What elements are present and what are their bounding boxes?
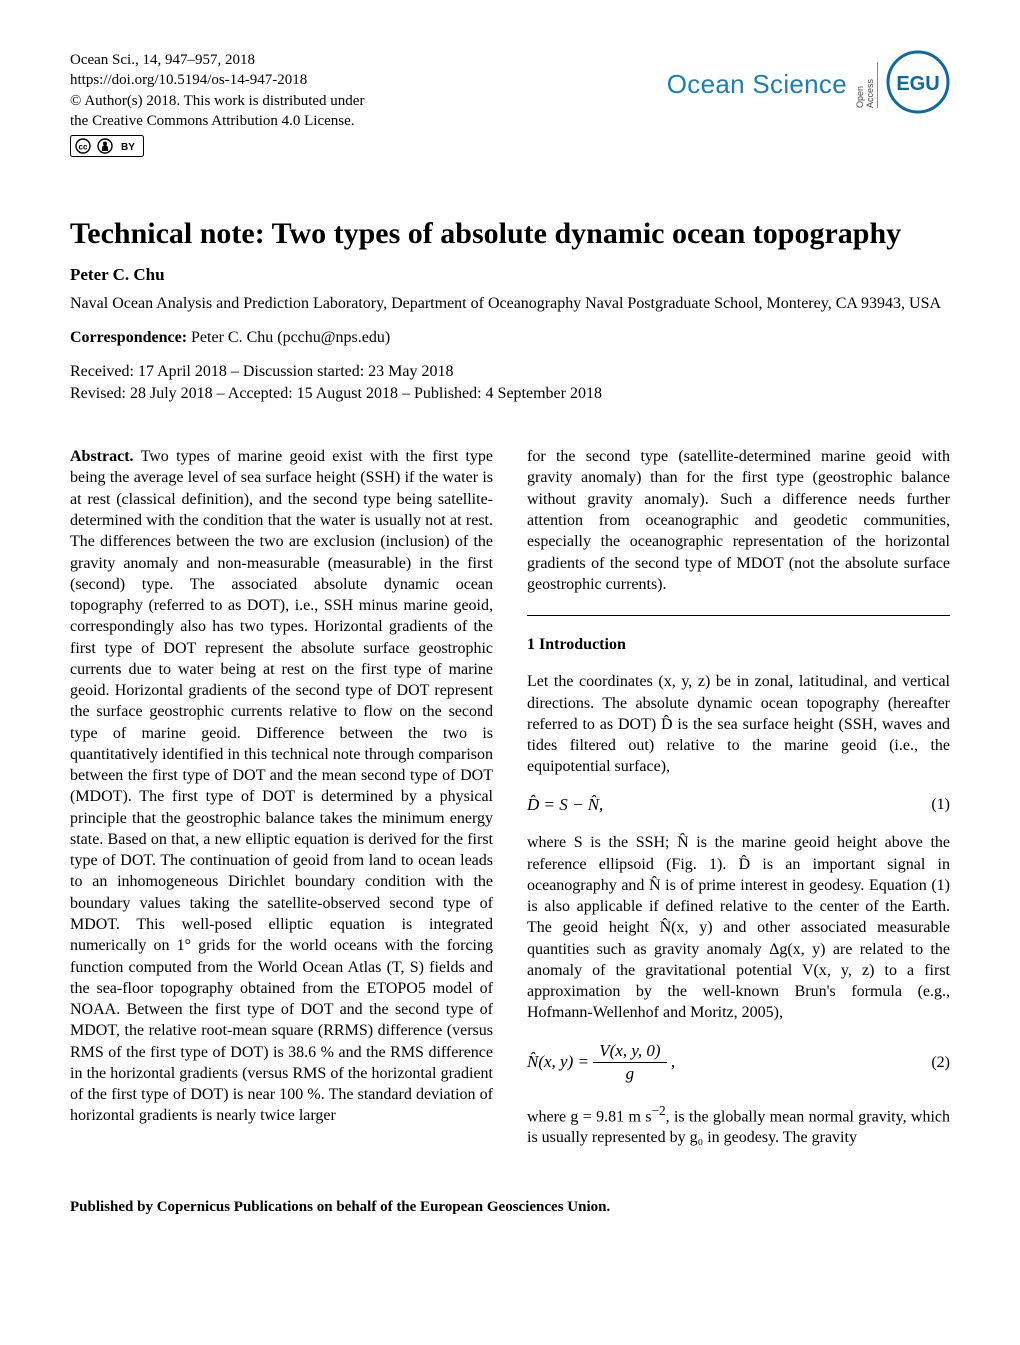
correspondence-value: Peter C. Chu (pcchu@nps.edu) xyxy=(191,329,390,346)
equation-2: N̂(x, y) = V(x, y, 0) g , (2) xyxy=(527,1040,950,1086)
open-access-label: Open Access xyxy=(855,62,878,108)
dates-line-1: Received: 17 April 2018 – Discussion sta… xyxy=(70,361,950,383)
copyright-line-2: the Creative Commons Attribution 4.0 Lic… xyxy=(70,111,364,131)
eq2-tail: , xyxy=(671,1052,675,1071)
doi: https://doi.org/10.5194/os-14-947-2018 xyxy=(70,70,364,90)
section-rule xyxy=(527,615,950,616)
eq2-denominator: g xyxy=(593,1063,666,1086)
author: Peter C. Chu xyxy=(70,265,950,285)
abstract-left: Abstract. Two types of marine geoid exis… xyxy=(70,446,493,1127)
eq2-numerator: V(x, y, 0) xyxy=(593,1040,666,1064)
two-column-body: Abstract. Two types of marine geoid exis… xyxy=(70,430,950,1165)
left-column: Abstract. Two types of marine geoid exis… xyxy=(70,430,493,1165)
paper-title: Technical note: Two types of absolute dy… xyxy=(70,216,950,251)
equation-1-number: (1) xyxy=(931,794,950,815)
section-1-heading: 1 Introduction xyxy=(527,634,950,655)
equation-2-body: N̂(x, y) = V(x, y, 0) g , xyxy=(527,1040,675,1086)
journal-name: Ocean Science xyxy=(667,69,847,100)
correspondence-label: Correspondence: xyxy=(70,329,187,346)
intro-p2: where S is the SSH; N̂ is the marine geo… xyxy=(527,832,950,1023)
right-column: for the second type (satellite-determine… xyxy=(527,430,950,1165)
egu-logo-icon: EGU xyxy=(886,50,950,119)
affiliation: Naval Ocean Analysis and Prediction Labo… xyxy=(70,293,950,315)
journal-logo-block: Ocean Science Open Access EGU xyxy=(667,50,950,119)
abstract-right-text: for the second type (satellite-determine… xyxy=(527,446,950,595)
dates: Received: 17 April 2018 – Discussion sta… xyxy=(70,361,950,404)
cc-by-icon: cc BY xyxy=(70,135,144,162)
journal-ref: Ocean Sci., 14, 947–957, 2018 xyxy=(70,50,364,70)
intro-p3: where g = 9.81 m s−2, is the globally me… xyxy=(527,1102,950,1149)
header-row: Ocean Sci., 14, 947–957, 2018 https://do… xyxy=(70,50,950,162)
svg-text:EGU: EGU xyxy=(896,73,939,95)
equation-1-body: D̂ = S − N̂, xyxy=(527,794,603,817)
correspondence: Correspondence: Peter C. Chu (pcchu@nps.… xyxy=(70,329,950,347)
equation-2-number: (2) xyxy=(931,1052,950,1073)
abstract-label: Abstract. xyxy=(70,448,134,465)
page: Ocean Sci., 14, 947–957, 2018 https://do… xyxy=(0,0,1020,1256)
svg-text:BY: BY xyxy=(121,142,135,153)
footer: Published by Copernicus Publications on … xyxy=(70,1199,950,1216)
copyright-line-1: © Author(s) 2018. This work is distribut… xyxy=(70,91,364,111)
abstract-left-text: Two types of marine geoid exist with the… xyxy=(70,448,493,1124)
p3-exponent: −2 xyxy=(651,1103,665,1118)
eq2-lhs: N̂(x, y) = xyxy=(527,1052,593,1071)
meta-block: Ocean Sci., 14, 947–957, 2018 https://do… xyxy=(70,50,364,162)
eq2-fraction: V(x, y, 0) g xyxy=(593,1040,666,1086)
p3-a: where g = 9.81 m s xyxy=(527,1108,651,1125)
svg-text:cc: cc xyxy=(79,143,88,152)
intro-p1: Let the coordinates (x, y, z) be in zona… xyxy=(527,671,950,777)
dates-line-2: Revised: 28 July 2018 – Accepted: 15 Aug… xyxy=(70,383,950,405)
equation-1: D̂ = S − N̂, (1) xyxy=(527,794,950,817)
